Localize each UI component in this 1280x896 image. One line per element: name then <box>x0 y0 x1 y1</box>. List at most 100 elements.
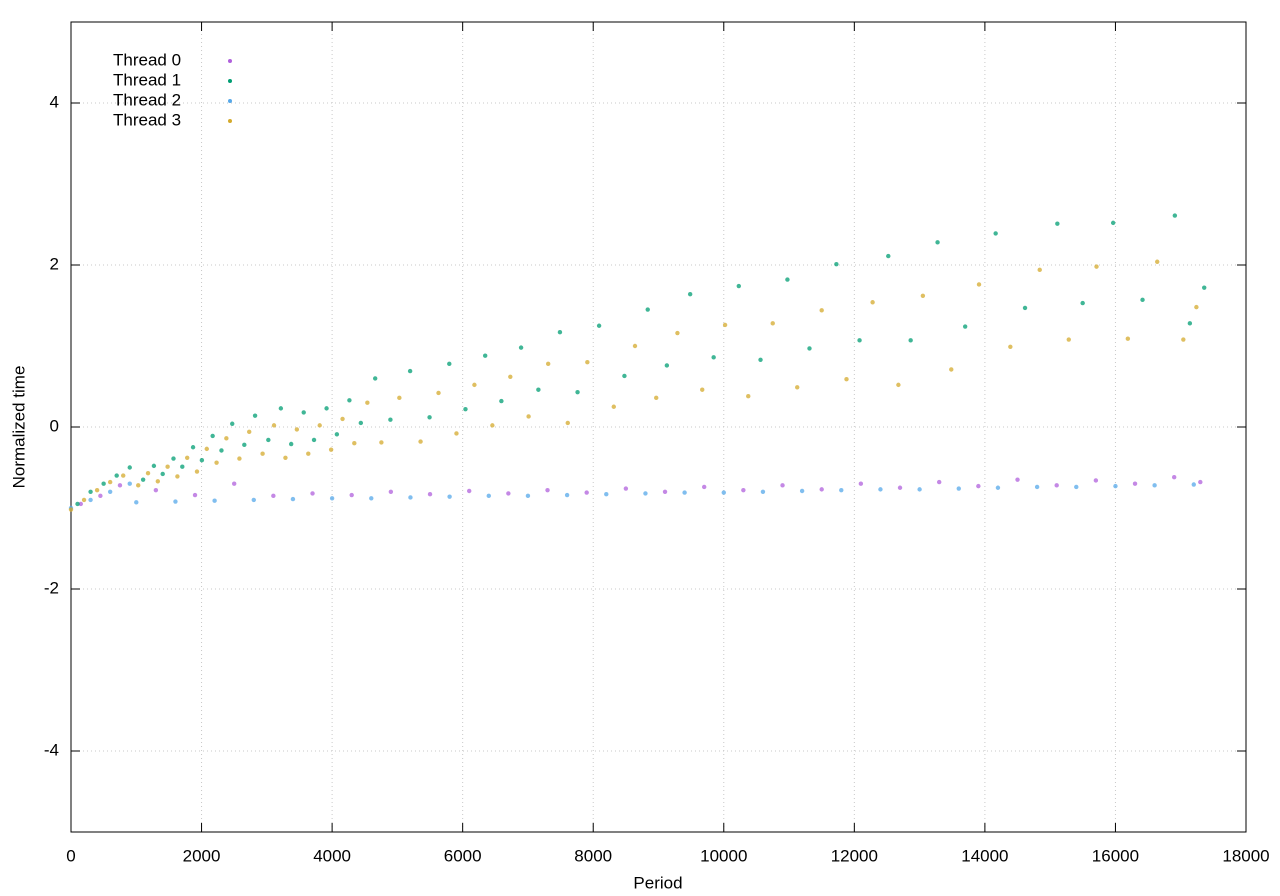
point <box>508 374 513 379</box>
x-tick-label: 18000 <box>1222 846 1269 865</box>
point <box>936 479 942 485</box>
point <box>190 445 196 450</box>
point <box>379 440 384 445</box>
point <box>962 324 968 329</box>
point <box>897 485 903 490</box>
point <box>199 458 205 463</box>
point <box>758 357 763 362</box>
point <box>1152 483 1157 488</box>
point <box>886 253 891 259</box>
point <box>114 473 119 478</box>
plot-frame <box>70 21 1247 833</box>
point <box>407 368 413 374</box>
point <box>741 487 746 493</box>
point <box>896 382 901 388</box>
point <box>107 479 113 485</box>
point <box>564 492 570 498</box>
point <box>334 432 340 437</box>
point <box>807 346 812 351</box>
x-tick-label: 0 <box>66 846 75 865</box>
point <box>908 338 913 343</box>
point <box>134 500 139 505</box>
point <box>175 474 180 479</box>
point <box>427 415 432 420</box>
point <box>210 433 215 439</box>
point <box>117 483 123 488</box>
point <box>266 437 271 443</box>
point <box>324 406 329 411</box>
point <box>878 487 883 492</box>
point <box>436 390 441 396</box>
point <box>98 493 103 499</box>
point <box>94 487 100 493</box>
point <box>682 490 687 495</box>
point <box>995 485 1001 490</box>
x-tick-label: 6000 <box>444 846 482 865</box>
legend-marker <box>228 59 232 63</box>
point <box>194 469 200 474</box>
point <box>153 487 159 493</box>
point <box>317 423 322 428</box>
point <box>664 363 670 368</box>
y-tick-label: -2 <box>44 578 59 597</box>
point <box>1113 483 1118 489</box>
point <box>251 497 256 503</box>
y-axis-label: Normalized time <box>9 366 28 489</box>
point <box>294 427 300 432</box>
point <box>643 491 648 496</box>
point <box>585 360 590 365</box>
point <box>486 493 491 499</box>
point <box>247 429 252 435</box>
point <box>145 470 151 476</box>
series-points <box>75 213 1207 507</box>
y-tick-label: 4 <box>50 92 59 111</box>
point <box>819 308 824 313</box>
point <box>1034 484 1040 490</box>
point <box>310 491 315 496</box>
point <box>224 436 229 441</box>
x-tick-label: 12000 <box>831 846 878 865</box>
point <box>1202 285 1207 290</box>
point <box>397 395 402 401</box>
point <box>993 231 998 236</box>
point <box>237 456 242 461</box>
point <box>127 481 132 486</box>
x-axis-label: Period <box>633 873 682 892</box>
y-tick-label: -4 <box>44 740 59 759</box>
point <box>545 361 551 367</box>
point <box>155 479 161 484</box>
point <box>212 498 217 503</box>
point <box>949 367 954 372</box>
point <box>760 489 766 494</box>
point <box>1194 304 1199 310</box>
point <box>785 277 790 282</box>
point <box>75 501 80 507</box>
legend-marker <box>228 119 232 123</box>
point <box>506 491 511 496</box>
point <box>301 410 306 415</box>
point <box>557 330 563 335</box>
point <box>834 261 839 267</box>
point <box>1037 267 1042 273</box>
y-tick-label: 0 <box>50 416 59 435</box>
x-tick-label: 2000 <box>183 846 221 865</box>
point <box>180 464 185 469</box>
x-tick-label: 14000 <box>961 846 1008 865</box>
point <box>701 484 707 490</box>
point <box>795 385 800 390</box>
point <box>611 404 616 409</box>
point <box>711 355 716 360</box>
point <box>192 492 198 498</box>
point <box>935 240 940 245</box>
point <box>536 387 541 392</box>
point <box>687 291 693 297</box>
point <box>101 481 106 486</box>
point <box>88 497 93 503</box>
point <box>844 377 849 382</box>
point <box>271 423 277 428</box>
point <box>1172 213 1178 218</box>
point <box>365 400 370 405</box>
point <box>1181 337 1186 342</box>
point <box>1080 300 1085 306</box>
